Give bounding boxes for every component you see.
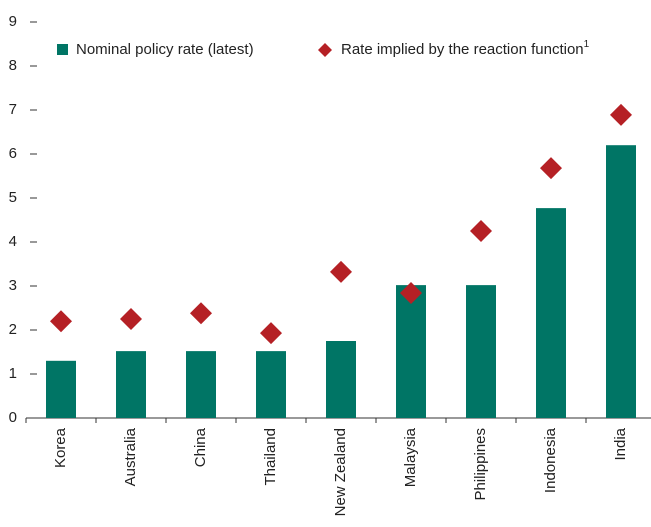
x-tick-label: India: [612, 427, 629, 460]
legend-label: Nominal policy rate (latest): [76, 41, 254, 58]
legend-label: Rate implied by the reaction function1: [341, 39, 590, 58]
bar: [536, 208, 566, 418]
diamond-marker: [400, 282, 422, 305]
bar: [256, 351, 286, 418]
x-tick-label: New Zealand: [332, 428, 349, 516]
x-tick-label: China: [192, 427, 209, 467]
legend-label-text: Rate implied by the reaction function: [341, 41, 584, 58]
bar: [46, 360, 76, 418]
y-tick-label: 3: [9, 277, 17, 294]
diamond-marker: [610, 103, 632, 126]
y-tick-label: 6: [9, 145, 17, 162]
x-tick-label: Thailand: [262, 428, 279, 486]
bar: [116, 351, 146, 418]
x-tick-label: Philippines: [472, 428, 489, 501]
diamond-marker: [470, 220, 492, 242]
x-tick-label: Korea: [52, 427, 69, 468]
diamond-marker: [330, 260, 352, 283]
x-tick-label: Malaysia: [402, 427, 419, 487]
legend-swatch: [57, 44, 68, 55]
bar: [326, 341, 356, 418]
y-tick-label: 4: [9, 233, 17, 250]
bar: [186, 351, 216, 418]
x-tick-label: Indonesia: [542, 427, 559, 493]
legend-swatch: [318, 43, 332, 57]
y-tick-label: 5: [9, 189, 17, 206]
diamond-marker: [190, 302, 212, 325]
bar: [396, 285, 426, 418]
y-tick-label: 1: [9, 365, 17, 382]
diamond-marker: [120, 308, 142, 330]
diamond-marker: [260, 322, 282, 345]
diamond-marker: [540, 157, 562, 180]
bar: [466, 285, 496, 418]
bar: [606, 145, 636, 418]
y-tick-label: 2: [9, 321, 17, 338]
y-tick-label: 0: [9, 409, 17, 426]
x-tick-label: Australia: [122, 427, 139, 486]
y-tick-label: 9: [9, 13, 17, 30]
y-tick-label: 7: [9, 101, 17, 118]
y-tick-label: 8: [9, 57, 17, 74]
diamond-marker: [50, 310, 72, 333]
legend-footnote-marker: 1: [584, 39, 590, 50]
